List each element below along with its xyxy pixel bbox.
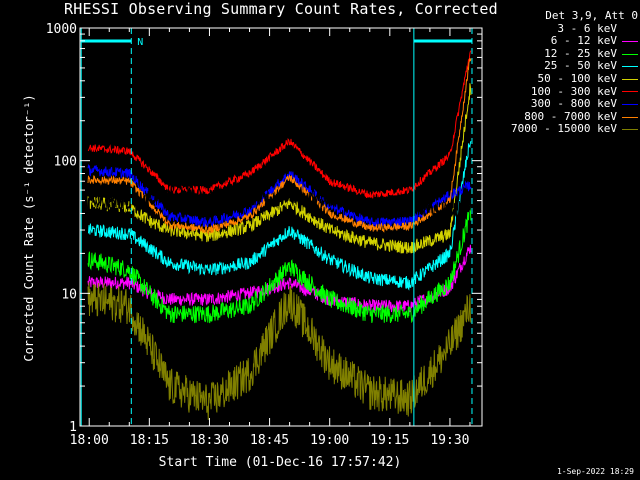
legend-label: 800 - 7000 keV — [524, 109, 617, 123]
legend-swatch — [622, 103, 638, 105]
legend-label: 3 - 6 keV — [557, 21, 617, 35]
legend-label: 300 - 800 keV — [530, 97, 617, 111]
legend-label: 50 - 100 keV — [537, 71, 617, 85]
legend-label: 6 - 12 keV — [550, 34, 617, 48]
x-axis-label: Start Time (01-Dec-16 17:57:42) — [159, 455, 402, 470]
legend-entry: 12 - 25 keV — [490, 46, 640, 61]
legend-entries: 3 - 6 keV 6 - 12 keV 12 - 25 keV 25 - 50 ke… — [490, 21, 640, 136]
series-layer — [87, 50, 472, 420]
plot-frame — [79, 27, 483, 427]
legend-entry: 7000 - 15000 keV — [490, 123, 640, 136]
series-line-8 — [87, 282, 472, 420]
legend-swatch — [622, 53, 638, 55]
x-tick-label: 18:30 — [190, 433, 229, 448]
legend-swatch — [622, 78, 638, 80]
legend-swatch — [622, 66, 638, 68]
legend-entry: 25 - 50 keV — [490, 60, 640, 73]
legend-swatch — [622, 91, 638, 93]
legend-label: 7000 - 15000 keV — [511, 122, 617, 136]
flag-label: N — [137, 37, 143, 48]
series-line-6 — [87, 163, 472, 229]
x-tick-label: 18:00 — [70, 433, 109, 448]
legend-entry: 100 - 300 keV — [490, 84, 640, 99]
y-tick-label: 1 — [69, 420, 77, 435]
chart-title: RHESSI Observing Summary Count Rates, Co… — [64, 0, 498, 18]
series-line-5 — [87, 50, 472, 199]
legend-entry: 3 - 6 keV — [490, 21, 640, 36]
x-tick-label: 19:00 — [310, 433, 349, 448]
legend-entry: 800 - 7000 keV — [490, 109, 640, 124]
series-line-0 — [87, 185, 472, 218]
legend: Det 3,9, Att 0 3 - 6 keV 6 - 12 keV 12 - 2… — [490, 9, 640, 136]
legend-swatch — [622, 40, 638, 42]
y-tick-label: 1000 — [46, 22, 77, 37]
footer-stamp: 1-Sep-2022 18:29 — [556, 467, 634, 476]
legend-swatch — [622, 129, 638, 131]
night-periods: N — [80, 28, 473, 426]
y-tick-label: 10 — [61, 287, 77, 302]
legend-entry: 50 - 100 keV — [490, 71, 640, 86]
series-line-2 — [87, 205, 472, 324]
y-tick-label: 100 — [54, 155, 77, 170]
x-tick-label: 19:15 — [370, 433, 409, 448]
y-axis-label: Corrected Count Rate (s⁻¹ detector⁻¹) — [22, 94, 36, 361]
legend-swatch — [622, 116, 638, 118]
legend-entry: 300 - 800 keV — [490, 98, 640, 111]
legend-entry: 6 - 12 keV — [490, 35, 640, 48]
series-line-3 — [87, 140, 472, 291]
x-tick-label: 18:15 — [130, 433, 169, 448]
series-line-4 — [87, 83, 472, 254]
legend-label: 100 - 300 keV — [530, 84, 617, 98]
legend-header: Det 3,9, Att 0 — [545, 9, 638, 22]
x-tick-label: 18:45 — [250, 433, 289, 448]
legend-label: 25 - 50 keV — [544, 59, 617, 73]
legend-swatch — [622, 28, 638, 30]
legend-label: 12 - 25 keV — [544, 46, 617, 60]
x-tick-label: 19:30 — [430, 433, 469, 448]
axes: 18:00 18:15 18:30 18:45 19:00 19:15 19:30 1 10 10… — [46, 22, 482, 448]
